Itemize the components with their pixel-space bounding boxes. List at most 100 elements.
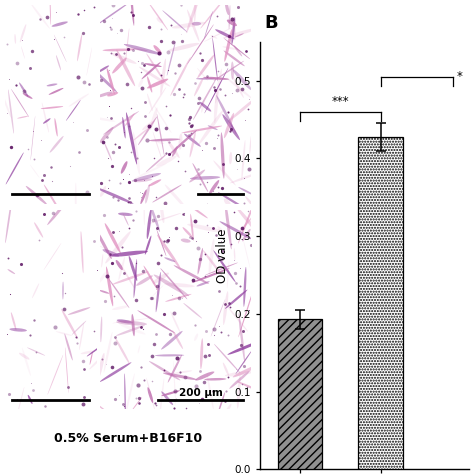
Ellipse shape [125, 113, 135, 126]
Ellipse shape [186, 0, 204, 33]
Text: B: B [264, 14, 278, 32]
Ellipse shape [50, 136, 64, 153]
Ellipse shape [181, 238, 191, 243]
Bar [278, 319, 322, 469]
Ellipse shape [232, 69, 252, 90]
Ellipse shape [146, 378, 155, 412]
Ellipse shape [148, 179, 161, 186]
Ellipse shape [139, 67, 170, 87]
Ellipse shape [100, 317, 102, 342]
Ellipse shape [23, 93, 33, 99]
Ellipse shape [211, 299, 225, 337]
Ellipse shape [44, 184, 64, 218]
Ellipse shape [204, 378, 227, 381]
Ellipse shape [142, 120, 155, 130]
Ellipse shape [191, 22, 201, 26]
Ellipse shape [204, 68, 228, 114]
Ellipse shape [8, 269, 15, 274]
Text: *: * [456, 70, 462, 83]
Ellipse shape [15, 387, 24, 422]
Ellipse shape [169, 130, 197, 155]
Ellipse shape [154, 274, 189, 296]
Ellipse shape [146, 54, 165, 83]
Ellipse shape [131, 314, 135, 336]
Ellipse shape [81, 351, 95, 354]
Ellipse shape [170, 57, 191, 96]
Ellipse shape [203, 250, 222, 275]
Ellipse shape [235, 206, 261, 236]
Ellipse shape [137, 310, 175, 333]
Ellipse shape [5, 196, 12, 243]
Ellipse shape [227, 305, 248, 332]
Ellipse shape [233, 365, 258, 377]
Ellipse shape [160, 59, 166, 95]
Ellipse shape [161, 331, 182, 349]
Ellipse shape [20, 24, 26, 43]
Ellipse shape [100, 186, 106, 197]
Y-axis label: OD value: OD value [216, 228, 228, 283]
Ellipse shape [147, 387, 153, 403]
Text: ***: *** [331, 95, 349, 108]
Ellipse shape [194, 77, 204, 96]
Ellipse shape [66, 100, 81, 121]
Ellipse shape [238, 187, 254, 195]
Ellipse shape [236, 350, 252, 374]
Ellipse shape [95, 228, 112, 259]
Ellipse shape [134, 164, 167, 179]
Ellipse shape [162, 10, 188, 32]
Bar [358, 137, 403, 469]
Ellipse shape [133, 132, 140, 175]
Ellipse shape [242, 229, 251, 241]
Ellipse shape [165, 184, 187, 209]
Ellipse shape [235, 33, 244, 37]
Text: 0.5% Serum+B16F10: 0.5% Serum+B16F10 [54, 432, 202, 446]
Ellipse shape [121, 161, 128, 173]
Ellipse shape [75, 182, 77, 217]
Ellipse shape [191, 268, 229, 283]
Ellipse shape [11, 312, 17, 330]
Ellipse shape [213, 61, 244, 81]
Ellipse shape [155, 354, 184, 356]
Ellipse shape [223, 291, 228, 325]
Ellipse shape [19, 82, 28, 97]
Ellipse shape [249, 136, 251, 154]
Ellipse shape [194, 0, 196, 22]
Ellipse shape [230, 122, 237, 134]
Ellipse shape [26, 186, 47, 205]
Ellipse shape [116, 321, 147, 326]
Ellipse shape [224, 199, 231, 207]
Ellipse shape [173, 265, 209, 284]
Ellipse shape [138, 79, 143, 87]
Ellipse shape [147, 0, 168, 30]
Ellipse shape [150, 108, 157, 130]
Ellipse shape [165, 294, 191, 302]
Ellipse shape [226, 78, 252, 99]
Ellipse shape [109, 251, 148, 256]
Ellipse shape [146, 154, 167, 172]
Ellipse shape [117, 319, 133, 324]
Ellipse shape [19, 353, 29, 360]
Ellipse shape [160, 202, 164, 223]
Ellipse shape [145, 184, 150, 203]
Ellipse shape [197, 68, 208, 81]
Ellipse shape [224, 29, 232, 62]
Ellipse shape [97, 188, 134, 204]
Ellipse shape [97, 245, 113, 253]
Ellipse shape [124, 44, 162, 55]
Ellipse shape [172, 22, 206, 28]
Ellipse shape [32, 283, 39, 298]
Ellipse shape [209, 238, 214, 274]
Ellipse shape [54, 35, 67, 62]
Ellipse shape [140, 190, 147, 204]
Ellipse shape [238, 313, 245, 363]
Ellipse shape [147, 93, 153, 111]
Ellipse shape [245, 196, 255, 208]
Ellipse shape [188, 204, 208, 219]
Ellipse shape [11, 89, 29, 117]
Ellipse shape [56, 331, 72, 336]
Ellipse shape [128, 48, 148, 51]
Ellipse shape [157, 235, 181, 269]
Ellipse shape [223, 28, 258, 38]
Ellipse shape [230, 172, 260, 183]
Ellipse shape [173, 361, 176, 405]
